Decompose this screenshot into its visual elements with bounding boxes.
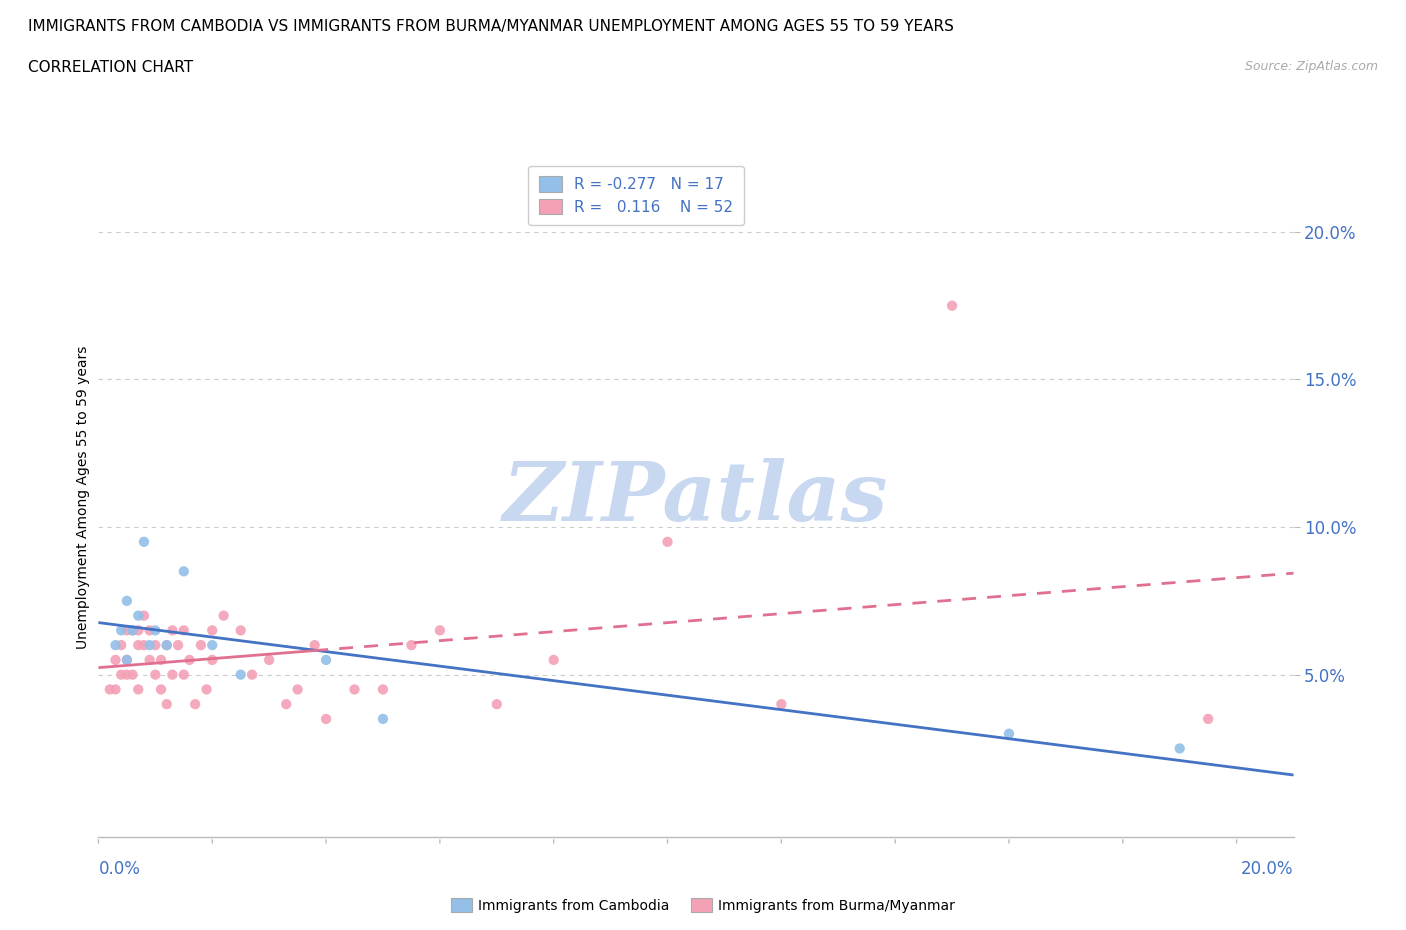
Point [143, 638, 166, 653]
Point [287, 682, 309, 697]
Point [315, 653, 337, 668]
Text: Source: ZipAtlas.com: Source: ZipAtlas.com [1244, 60, 1378, 73]
Point [167, 638, 190, 653]
Point [543, 653, 565, 668]
Point [127, 608, 149, 623]
Legend: R = -0.277   N = 17, R =   0.116    N = 52: R = -0.277 N = 17, R = 0.116 N = 52 [529, 166, 744, 225]
Point [212, 608, 235, 623]
Point [190, 638, 212, 653]
Point [104, 682, 127, 697]
Point [143, 667, 166, 682]
Point [127, 638, 149, 653]
Point [257, 653, 280, 668]
Point [162, 623, 184, 638]
Point [941, 299, 963, 313]
Point [110, 638, 132, 653]
Point [121, 623, 143, 638]
Point [162, 667, 184, 682]
Point [150, 682, 173, 697]
Point [401, 638, 423, 653]
Point [201, 653, 224, 668]
Text: 20.0%: 20.0% [1241, 860, 1294, 878]
Text: 0.0%: 0.0% [98, 860, 141, 878]
Point [138, 638, 160, 653]
Point [998, 726, 1021, 741]
Point [98, 682, 121, 697]
Point [104, 638, 127, 653]
Point [304, 638, 326, 653]
Point [179, 653, 201, 668]
Point [121, 623, 143, 638]
Point [343, 682, 366, 697]
Point [240, 667, 263, 682]
Point [156, 638, 179, 653]
Point [485, 697, 508, 711]
Point [121, 667, 143, 682]
Point [110, 623, 132, 638]
Point [104, 653, 127, 668]
Point [229, 667, 252, 682]
Point [156, 697, 179, 711]
Point [371, 711, 394, 726]
Y-axis label: Unemployment Among Ages 55 to 59 years: Unemployment Among Ages 55 to 59 years [76, 346, 90, 649]
Point [110, 667, 132, 682]
Text: IMMIGRANTS FROM CAMBODIA VS IMMIGRANTS FROM BURMA/MYANMAR UNEMPLOYMENT AMONG AGE: IMMIGRANTS FROM CAMBODIA VS IMMIGRANTS F… [28, 19, 955, 33]
Point [150, 653, 173, 668]
Legend: Immigrants from Cambodia, Immigrants from Burma/Myanmar: Immigrants from Cambodia, Immigrants fro… [446, 893, 960, 919]
Point [173, 564, 195, 578]
Point [115, 623, 138, 638]
Text: ZIPatlas: ZIPatlas [503, 458, 889, 538]
Point [115, 593, 138, 608]
Point [143, 623, 166, 638]
Point [1197, 711, 1219, 726]
Point [371, 682, 394, 697]
Point [115, 653, 138, 668]
Point [770, 697, 793, 711]
Point [201, 623, 224, 638]
Point [657, 535, 679, 550]
Point [173, 667, 195, 682]
Point [156, 638, 179, 653]
Point [173, 623, 195, 638]
Point [138, 653, 160, 668]
Point [276, 697, 298, 711]
Point [138, 623, 160, 638]
Point [127, 682, 149, 697]
Point [127, 623, 149, 638]
Text: CORRELATION CHART: CORRELATION CHART [28, 60, 193, 75]
Point [1168, 741, 1191, 756]
Point [115, 667, 138, 682]
Point [115, 653, 138, 668]
Point [195, 682, 218, 697]
Point [429, 623, 451, 638]
Point [132, 535, 155, 550]
Point [132, 608, 155, 623]
Point [229, 623, 252, 638]
Point [315, 711, 337, 726]
Point [184, 697, 207, 711]
Point [132, 638, 155, 653]
Point [201, 638, 224, 653]
